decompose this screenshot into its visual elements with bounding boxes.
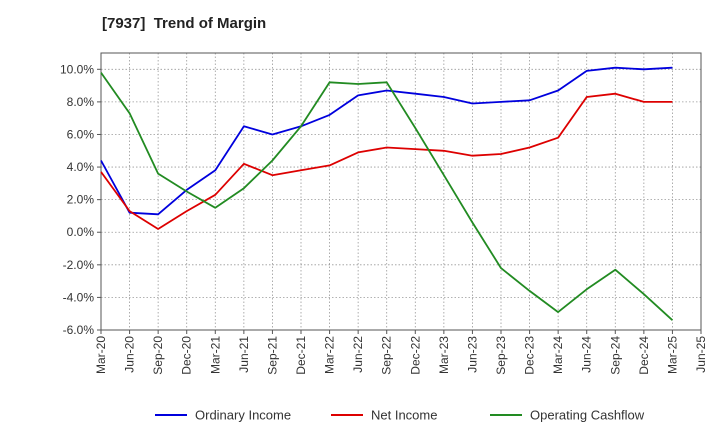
series-lines xyxy=(100,66,674,321)
y-tick-label: 0.0% xyxy=(67,225,95,239)
x-tick-label: Jun-24 xyxy=(580,336,594,373)
x-tick-label: Dec-23 xyxy=(523,336,537,375)
legend-label-operating-cashflow: Operating Cashflow xyxy=(530,408,645,423)
x-tick-label: Sep-21 xyxy=(265,336,279,375)
y-tick-label: 8.0% xyxy=(67,95,95,109)
grid xyxy=(101,53,701,330)
y-tick-label: 10.0% xyxy=(60,62,94,76)
series-line-net-income xyxy=(100,92,673,230)
x-tick-label: Mar-23 xyxy=(437,336,451,374)
x-axis: Mar-20 Jun-20 Sep-20 Dec-20 Mar-21 Jun-21 Sep-… xyxy=(94,330,708,375)
plot-area xyxy=(100,52,702,331)
x-tick-label: Mar-21 xyxy=(208,336,222,374)
y-tick-label: -2.0% xyxy=(63,258,95,272)
legend-label-net-income: Net Income xyxy=(371,408,437,423)
x-tick-label: Sep-24 xyxy=(608,336,622,375)
legend-label-ordinary-income: Ordinary Income xyxy=(195,408,291,423)
y-tick-label: -6.0% xyxy=(63,323,95,337)
chart-title: [7937] Trend of Margin xyxy=(102,15,267,32)
y-tick-label: 4.0% xyxy=(67,160,95,174)
x-tick-label: Dec-22 xyxy=(408,336,422,375)
x-tick-label: Mar-20 xyxy=(94,336,108,374)
x-tick-label: Mar-25 xyxy=(665,336,679,374)
x-tick-label: Sep-20 xyxy=(151,336,165,375)
series-line-operating-cashflow xyxy=(100,72,674,321)
y-tick-label: 6.0% xyxy=(67,127,95,141)
x-tick-label: Jun-25 xyxy=(694,336,708,373)
y-axis: 10.0% 8.0% 6.0% 4.0% 2.0% 0.0% -2.0% -4.0% -6.0% xyxy=(60,62,101,337)
x-tick-label: Dec-24 xyxy=(637,336,651,375)
y-tick-label: 2.0% xyxy=(67,193,95,207)
x-tick-label: Dec-21 xyxy=(294,336,308,375)
x-tick-label: Sep-23 xyxy=(494,336,508,375)
y-tick-label: -4.0% xyxy=(63,290,95,304)
x-tick-label: Jun-21 xyxy=(237,336,251,373)
series-line-ordinary-income xyxy=(100,66,673,216)
x-tick-label: Jun-22 xyxy=(351,336,365,373)
x-tick-label: Mar-22 xyxy=(323,336,337,374)
x-tick-label: Jun-20 xyxy=(123,336,137,373)
x-tick-label: Jun-23 xyxy=(465,336,479,373)
x-tick-label: Sep-22 xyxy=(380,336,394,375)
x-tick-label: Mar-24 xyxy=(551,336,565,374)
x-tick-label: Dec-20 xyxy=(180,336,194,375)
legend: Ordinary Income Net Income Operating Cashf… xyxy=(155,408,645,423)
